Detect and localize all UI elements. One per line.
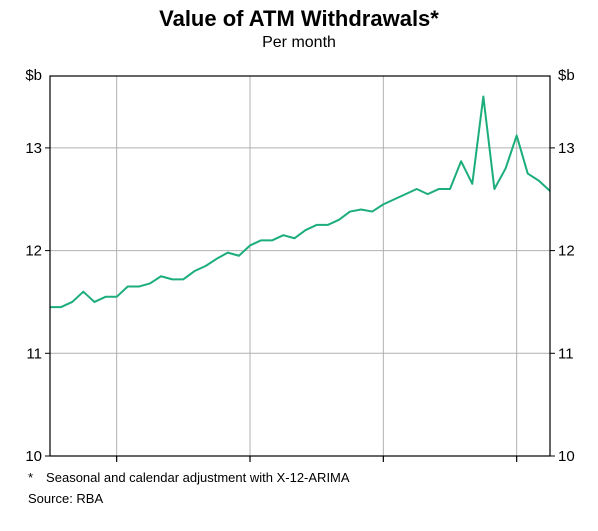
chart-container: Value of ATM Withdrawals* Per month 1010… [0, 6, 598, 531]
chart-svg: 10 10 11 11 12 12 13 13 $b $b 2006 2007 2008 2009 [0, 56, 598, 466]
svg-text:$b: $b [558, 67, 575, 84]
chart-title: Value of ATM Withdrawals* [0, 6, 598, 32]
svg-text:11: 11 [558, 345, 574, 362]
svg-text:2009: 2009 [433, 465, 466, 466]
chart-source: Source: RBA [28, 491, 598, 508]
chart-footnote: * Seasonal and calendar adjustment with … [28, 470, 598, 487]
svg-text:11: 11 [26, 345, 42, 362]
svg-text:$b: $b [25, 67, 42, 84]
svg-text:12: 12 [25, 243, 42, 260]
chart-plot-area: 10 10 11 11 12 12 13 13 $b $b 2006 2007 2008 2009 [0, 56, 598, 466]
svg-text:10: 10 [25, 448, 42, 465]
svg-text:10: 10 [558, 448, 575, 465]
svg-text:13: 13 [558, 140, 575, 157]
svg-text:2008: 2008 [300, 465, 333, 466]
chart-subtitle: Per month [0, 34, 598, 52]
svg-text:13: 13 [25, 140, 42, 157]
svg-text:2007: 2007 [167, 465, 200, 466]
svg-text:2006: 2006 [33, 465, 66, 466]
svg-text:12: 12 [558, 243, 575, 260]
